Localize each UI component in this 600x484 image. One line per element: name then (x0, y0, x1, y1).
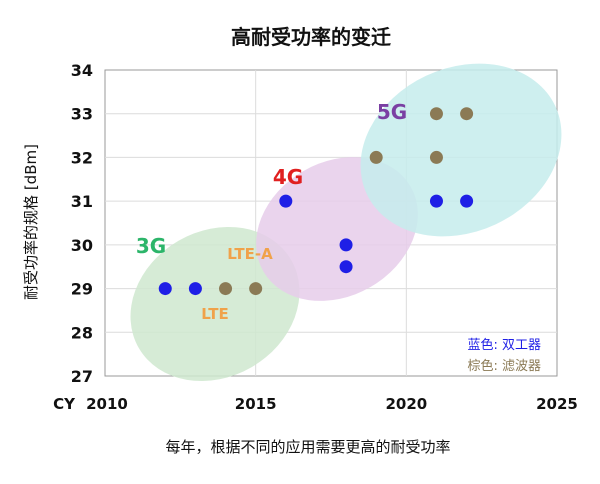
legend: 蓝色: 双工器 棕色: 滤波器 (467, 337, 541, 374)
y-tick-label: 29 (71, 280, 93, 299)
y-tick-label: 34 (71, 61, 93, 80)
x-axis-prefix: CY (53, 395, 76, 413)
data-point-filter (429, 150, 443, 164)
y-tick-label: 33 (71, 105, 93, 124)
y-tick-label: 27 (71, 367, 93, 386)
data-point-filter (429, 107, 443, 121)
y-tick-label: 32 (71, 148, 93, 167)
data-point-duplexer (279, 194, 293, 208)
y-tick-label: 28 (71, 323, 93, 342)
y-tick-label: 30 (71, 236, 93, 255)
legend-item-filter: 棕色: 滤波器 (467, 358, 541, 374)
x-axis-label: 每年，根据不同的应用需要更高的耐受功率 (165, 438, 450, 456)
regions (130, 63, 562, 382)
data-point-filter (219, 282, 233, 296)
data-points (158, 107, 474, 296)
region-5g (360, 63, 562, 237)
data-point-duplexer (339, 260, 353, 274)
x-tick-labels: 2010 2015 2020 2025 (86, 395, 578, 413)
data-point-duplexer (339, 238, 353, 252)
chart-title: 高耐受功率的变迁 (231, 25, 391, 49)
x-tick-label: 2015 (235, 395, 277, 413)
x-tick-label: 2020 (385, 395, 427, 413)
y-axis-label: 耐受功率的规格 [dBm] (22, 144, 40, 300)
annotation-lte-a: LTE-A (227, 245, 273, 263)
region-3g (130, 226, 300, 382)
data-point-filter (249, 282, 263, 296)
x-tick-label: 2010 (86, 395, 128, 413)
region-label-4g: 4G (273, 165, 303, 189)
x-tick-label: 2025 (536, 395, 578, 413)
data-point-duplexer (460, 194, 474, 208)
data-point-duplexer (429, 194, 443, 208)
y-tick-labels: 27 28 29 30 31 32 33 34 (71, 61, 93, 386)
data-point-duplexer (158, 282, 172, 296)
legend-item-duplexer: 蓝色: 双工器 (467, 337, 541, 353)
data-point-filter (460, 107, 474, 121)
region-label-5g: 5G (377, 100, 407, 124)
data-point-duplexer (188, 282, 202, 296)
annotation-lte: LTE (201, 305, 229, 323)
y-tick-label: 31 (71, 192, 93, 211)
region-label-3g: 3G (136, 234, 166, 258)
data-point-filter (369, 150, 383, 164)
